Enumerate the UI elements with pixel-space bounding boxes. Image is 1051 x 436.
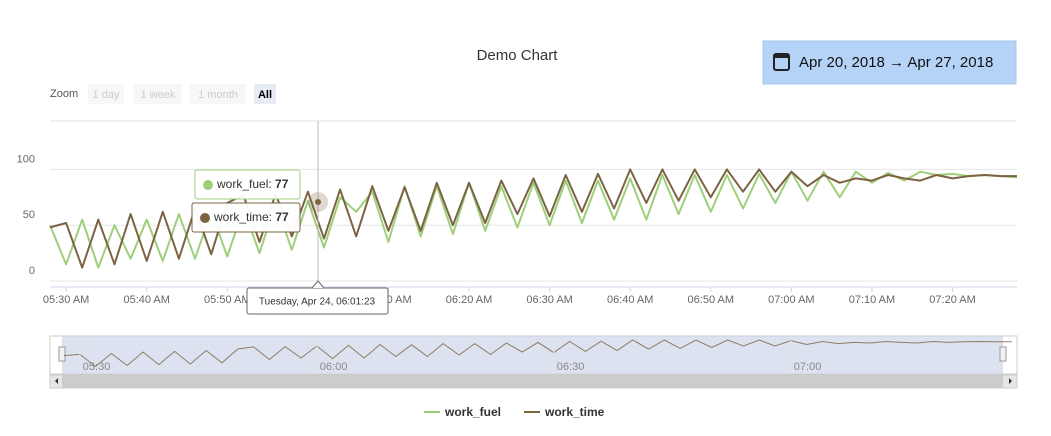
x-tick-label: 05:40 AM — [123, 294, 169, 306]
x-tick-label: 06:50 AM — [688, 294, 734, 306]
tooltip-box — [194, 169, 301, 200]
zoom-button-label[interactable]: 1 day — [93, 89, 120, 101]
y-tick-label: 50 — [23, 209, 35, 221]
zoom-buttons: 1 day 1 week 1 month All — [88, 84, 276, 104]
x-tick-label: 06:40 AM — [607, 294, 653, 306]
date-range-picker[interactable]: Apr 20, 2018 → Apr 27, 2018 — [762, 40, 1017, 85]
calendar-icon-top — [774, 54, 789, 58]
navigator-tick-label: 07:00 — [794, 361, 822, 373]
chart-title: Demo Chart — [477, 47, 559, 64]
navigator: 05:30 06:00 06:30 07:00 — [49, 335, 1018, 389]
x-tick-label: 07:00 AM — [768, 294, 814, 306]
navigator-mask[interactable] — [62, 336, 1003, 374]
y-tick-label: 0 — [29, 265, 35, 277]
tooltip-value: 77 — [275, 210, 289, 224]
legend-label[interactable]: work_fuel — [444, 405, 501, 419]
tooltip-dot — [200, 213, 210, 223]
tooltip-text: work_time: 77 — [213, 210, 289, 224]
legend: work_fuel work_time — [424, 405, 605, 419]
x-tick-label: 07:10 AM — [849, 294, 895, 306]
x-tick-label: 05:50 AM — [204, 294, 250, 306]
zoom-button[interactable] — [134, 84, 182, 104]
legend-label[interactable]: work_time — [544, 405, 605, 419]
tooltip-dot — [203, 180, 213, 190]
tooltip-header: Tuesday, Apr 24, 06:01:23 — [259, 297, 376, 308]
tooltip-series-name: work_time — [213, 210, 269, 224]
x-tick-label: 05:30 AM — [43, 294, 89, 306]
tooltip-series-name: work_fuel — [216, 177, 268, 191]
x-tick-label: 06:30 AM — [526, 294, 572, 306]
navigator-tick-label: 06:00 — [320, 361, 348, 373]
navigator-tick-label: 05:30 — [83, 361, 111, 373]
y-tick-label: 100 — [17, 153, 35, 165]
zoom-label: Zoom — [50, 88, 78, 100]
x-tick-label: 07:20 AM — [929, 294, 975, 306]
zoom-button[interactable] — [88, 84, 124, 104]
x-tick-label: 06:20 AM — [446, 294, 492, 306]
zoom-button-label[interactable]: 1 month — [198, 89, 238, 101]
navigator-handle[interactable] — [58, 346, 66, 362]
tooltip-value: 77 — [275, 177, 289, 191]
navigator-line — [63, 339, 1012, 368]
navigator-tick-label: 06:30 — [557, 361, 585, 373]
zoom-button-label[interactable]: 1 week — [141, 89, 176, 101]
date-range-box[interactable] — [762, 40, 1017, 85]
tooltip-header-arrow — [311, 280, 325, 289]
tooltip-text: work_fuel: 77 — [216, 177, 289, 191]
scrollbar-thumb[interactable] — [62, 375, 1003, 388]
date-range-text[interactable]: Apr 20, 2018 → Apr 27, 2018 — [799, 54, 993, 71]
zoom-button[interactable] — [254, 84, 276, 104]
navigator-handle[interactable] — [999, 346, 1007, 362]
navigator-series: 05:30 06:00 06:30 07:00 — [63, 336, 1012, 374]
tooltip-box — [191, 202, 301, 233]
series-line — [49, 168, 1017, 269]
zoom-button[interactable] — [190, 84, 246, 104]
zoom-button-label[interactable]: All — [258, 89, 272, 101]
hover-point — [315, 199, 321, 205]
